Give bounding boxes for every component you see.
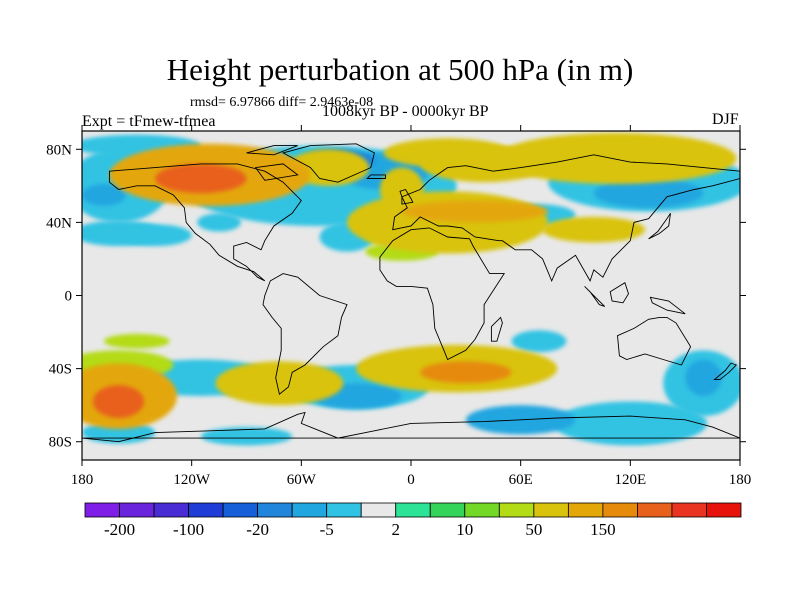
coastline-antarctica bbox=[82, 411, 740, 443]
x-tick-label-6: 180 bbox=[729, 472, 752, 488]
colorbar-swatch-8 bbox=[360, 502, 397, 518]
x-tick-label-1: 120W bbox=[173, 472, 211, 488]
x-tick-label-2: 60W bbox=[287, 472, 317, 488]
colorbar-swatch-2 bbox=[153, 502, 189, 518]
anomaly-region-25 bbox=[92, 385, 145, 418]
coastline-ellesmere bbox=[246, 145, 298, 156]
colorbar-label-6: 50 bbox=[525, 520, 542, 539]
coastline-eurasia bbox=[392, 154, 740, 283]
colorbar-label-5: 10 bbox=[456, 520, 473, 539]
axes: 180 120W 60W 0 60E 120E 180 80N 40N 0 40S 80S bbox=[46, 125, 751, 488]
coastlines bbox=[82, 143, 740, 443]
colorbar-swatch-13 bbox=[533, 502, 569, 518]
season-label: DJF bbox=[712, 111, 739, 128]
coastline-north-america bbox=[108, 163, 302, 282]
colorbar-label-1: -100 bbox=[173, 520, 204, 539]
x-tick-label-0: 180 bbox=[71, 472, 94, 488]
y-tick-label-1: 40N bbox=[46, 215, 72, 231]
coastline-australia bbox=[617, 316, 692, 366]
chart-title: Height perturbation at 500 hPa (in m) bbox=[166, 52, 634, 87]
colorbar-swatch-16 bbox=[637, 502, 673, 518]
y-tick-label-2: 0 bbox=[65, 289, 73, 305]
colorbar-swatch-6 bbox=[291, 502, 328, 518]
anomaly-region-9 bbox=[495, 132, 737, 185]
anomaly-region-26 bbox=[215, 361, 344, 406]
colorbar-swatch-18 bbox=[706, 502, 742, 518]
colorbar-swatch-7 bbox=[326, 502, 362, 518]
anomaly-region-40 bbox=[200, 427, 293, 446]
anomaly-region-18 bbox=[197, 213, 242, 232]
anomaly-region-1 bbox=[155, 163, 247, 194]
colorbar-swatch-4 bbox=[222, 502, 259, 518]
colorbar-label-0: -200 bbox=[104, 520, 135, 539]
colorbar: -200 -100 -20 -5 2 10 50 150 bbox=[84, 502, 742, 539]
colorbar-swatch-5 bbox=[257, 502, 293, 518]
contour-field bbox=[82, 132, 740, 446]
anomaly-region-13 bbox=[542, 216, 645, 243]
anomaly-region-11 bbox=[593, 178, 704, 208]
colorbar-label-2: -20 bbox=[246, 520, 269, 539]
colorbar-swatch-12 bbox=[498, 502, 535, 518]
colorbar-swatch-11 bbox=[464, 502, 500, 518]
colorbar-swatch-1 bbox=[119, 502, 155, 518]
coastline-africa bbox=[379, 227, 506, 361]
coastline-greenland bbox=[281, 143, 375, 183]
anomaly-region-22 bbox=[401, 200, 549, 223]
x-tick-label-5: 120E bbox=[614, 472, 646, 488]
coastline-new-zealand bbox=[713, 362, 738, 381]
coastline-iceland bbox=[365, 174, 386, 179]
anomaly-region-20 bbox=[347, 191, 549, 254]
anomaly-region-36 bbox=[511, 330, 567, 353]
colorbar-swatch-15 bbox=[602, 502, 638, 518]
x-tick-label-4: 60E bbox=[509, 472, 533, 488]
colorbar-swatch-9 bbox=[395, 502, 431, 518]
coastline-baffin bbox=[254, 163, 299, 181]
y-tick-label-0: 80N bbox=[46, 142, 72, 158]
coastline-sumatra bbox=[584, 286, 606, 307]
chart-subtitle: 1008kyr BP - 0000kyr BP bbox=[322, 103, 489, 120]
colorbar-swatch-0 bbox=[84, 502, 120, 518]
y-tick-label-3: 40S bbox=[49, 362, 72, 378]
colorbar-swatch-10 bbox=[429, 502, 466, 518]
coastline-japan bbox=[648, 213, 671, 240]
anomaly-region-30 bbox=[103, 333, 170, 349]
coastline-great-britain bbox=[399, 188, 414, 205]
stats-text: rmsd= 6.97866 diff= 2.9463e-08 bbox=[190, 95, 374, 110]
colorbar-label-7: 150 bbox=[590, 520, 616, 539]
anomaly-region-17 bbox=[82, 220, 165, 247]
x-tick-label-3: 0 bbox=[407, 472, 415, 488]
colorbar-label-4: 2 bbox=[391, 520, 400, 539]
coastline-borneo bbox=[609, 282, 629, 304]
anomaly-region-15 bbox=[82, 184, 126, 206]
colorbar-swatch-17 bbox=[671, 502, 707, 518]
coastline-south-america bbox=[262, 273, 348, 396]
colorbar-swatch-14 bbox=[567, 502, 604, 518]
anomaly-region-28 bbox=[420, 361, 512, 384]
anomaly-region-35 bbox=[553, 401, 708, 446]
coastline-new-guinea bbox=[649, 296, 686, 315]
anomaly-region-38 bbox=[685, 359, 722, 397]
coastline-madagascar bbox=[490, 316, 503, 342]
experiment-label: Expt = tFmew-tfmea bbox=[82, 113, 216, 130]
y-tick-label-4: 80S bbox=[49, 435, 72, 451]
colorbar-label-3: -5 bbox=[320, 520, 334, 539]
colorbar-swatch-3 bbox=[188, 502, 224, 518]
